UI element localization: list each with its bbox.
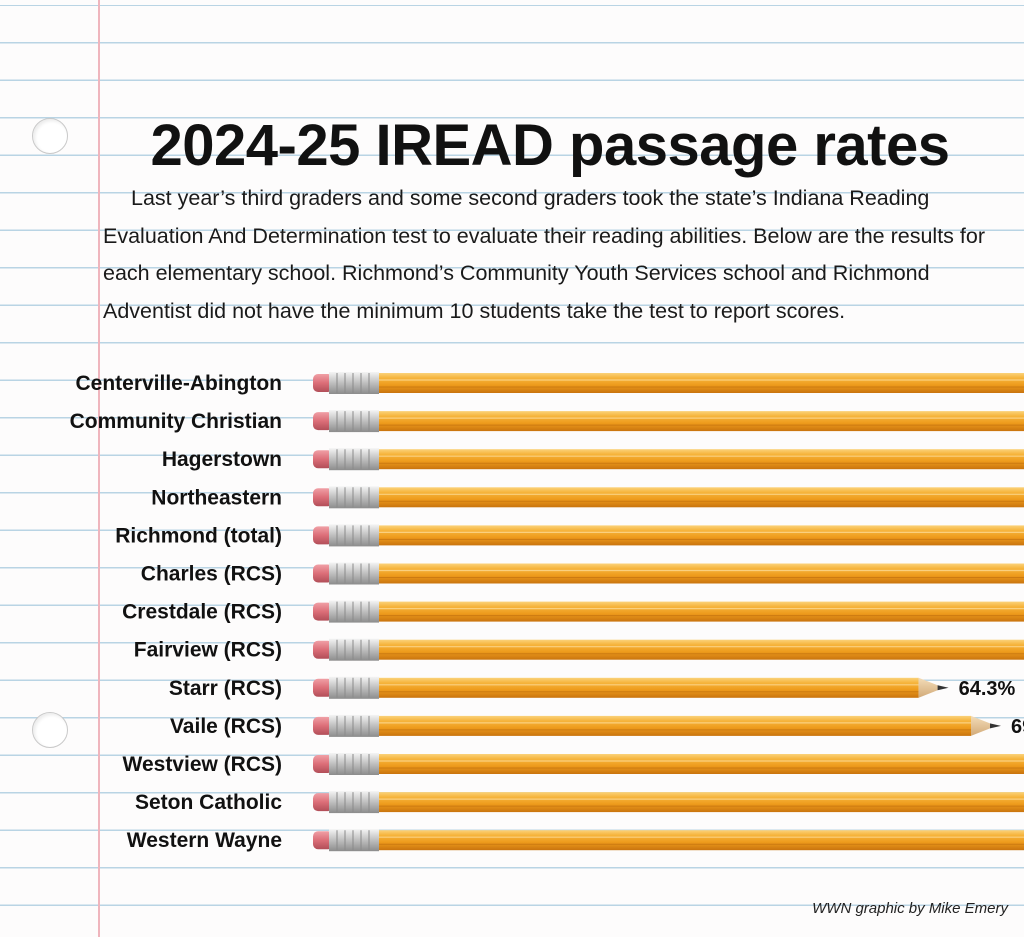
pencil-bar: Centerville-Abington91.5% — [75, 372, 1024, 395]
pencil-bar: Charles (RCS)87.7% — [141, 562, 1024, 586]
category-label: Crestdale (RCS) — [122, 601, 282, 624]
category-label: Fairview (RCS) — [134, 639, 282, 662]
category-label: Hagerstown — [162, 448, 282, 471]
value-label: 64.3% — [959, 678, 1016, 700]
pencil-body — [379, 373, 1024, 393]
pencil-eraser — [313, 716, 333, 735]
pencil-ferrule — [329, 486, 379, 509]
category-label: Westview (RCS) — [123, 753, 282, 776]
pencil-body — [379, 754, 1024, 774]
pencil-body — [379, 525, 1024, 546]
pencil-ferrule — [329, 410, 379, 433]
pencil-eraser — [313, 678, 333, 697]
pencil-bar: Crestdale (RCS)83.9% — [122, 600, 1024, 624]
pencil-body — [379, 449, 1024, 470]
category-label: Charles (RCS) — [141, 563, 282, 586]
pencil-eraser — [313, 640, 333, 659]
pencil-wood — [970, 715, 990, 736]
pencil-ferrule — [329, 791, 379, 814]
pencil-bar: Northeastern93.1% — [151, 486, 1024, 509]
pencil-ferrule — [329, 448, 379, 471]
pencil-bar: Starr (RCS) 64.3% — [169, 676, 1016, 700]
pencil-ferrule — [329, 524, 379, 547]
pencil-ferrule — [329, 753, 379, 775]
pencil-ferrule — [329, 676, 379, 699]
binder-hole — [32, 712, 68, 748]
pencil-bar: Fairview (RCS)84.6% — [134, 638, 1024, 662]
pencil-eraser — [313, 374, 333, 392]
pencil-ferrule — [329, 714, 379, 737]
pencil-bar: Hagerstown93.9% — [162, 448, 1024, 471]
category-label: Seton Catholic — [135, 791, 282, 814]
pencil-body — [379, 639, 1024, 660]
pencil-bar: Western Wayne89.3% — [127, 829, 1024, 852]
pencil-wood — [918, 677, 938, 698]
value-label: 69.6% — [1011, 716, 1024, 738]
pencil-ferrule — [329, 829, 379, 852]
pencil-bar: Seton Catholic90.9% — [135, 791, 1024, 814]
pencil-eraser — [313, 526, 333, 545]
category-label: Community Christian — [70, 410, 282, 433]
pencil-body — [379, 830, 1024, 851]
pencil-bar: Vaile (RCS) 69.6% — [170, 714, 1024, 738]
pencil-body — [379, 715, 971, 736]
category-label: Starr (RCS) — [169, 677, 282, 700]
pencil-ferrule — [329, 638, 379, 661]
pencil-eraser — [313, 831, 333, 850]
binder-hole — [32, 118, 68, 154]
pencil-ferrule — [329, 562, 379, 585]
category-label: Northeastern — [151, 486, 282, 509]
pencil-bar: Westview (RCS)85.7% — [123, 753, 1024, 776]
pencil-eraser — [313, 488, 333, 507]
pencil-lead — [989, 723, 1001, 729]
pencil-eraser — [313, 450, 333, 469]
pencil-lead — [937, 685, 949, 691]
pencil-body — [379, 601, 1024, 622]
category-label: Centerville-Abington — [75, 372, 282, 395]
pencil-bar: Richmond (total)80.2% — [115, 524, 1024, 547]
pencil-bar: Community Christian94.4% — [70, 410, 1024, 433]
credit-text: WWN graphic by Mike Emery — [812, 900, 1008, 917]
pencil-ferrule — [329, 600, 379, 623]
category-label: Richmond (total) — [115, 524, 282, 547]
margin-line — [98, 0, 100, 937]
pencil-body — [379, 792, 1024, 813]
category-label: Vaile (RCS) — [170, 715, 282, 738]
chart-title: 2024-25 IREAD passage rates — [150, 113, 950, 178]
category-label: Western Wayne — [127, 829, 282, 852]
pencil-eraser — [313, 564, 333, 583]
pencil-eraser — [313, 412, 333, 431]
pencil-eraser — [313, 755, 333, 773]
intro-text: Last year’s third graders and some secon… — [103, 186, 985, 323]
pencil-body — [379, 411, 1024, 432]
pencil-ferrule — [329, 372, 379, 394]
pencil-eraser — [313, 793, 333, 812]
pencil-eraser — [313, 602, 333, 621]
pencil-body — [379, 487, 1024, 508]
pencil-body — [379, 677, 919, 698]
pencil-body — [379, 563, 1024, 584]
